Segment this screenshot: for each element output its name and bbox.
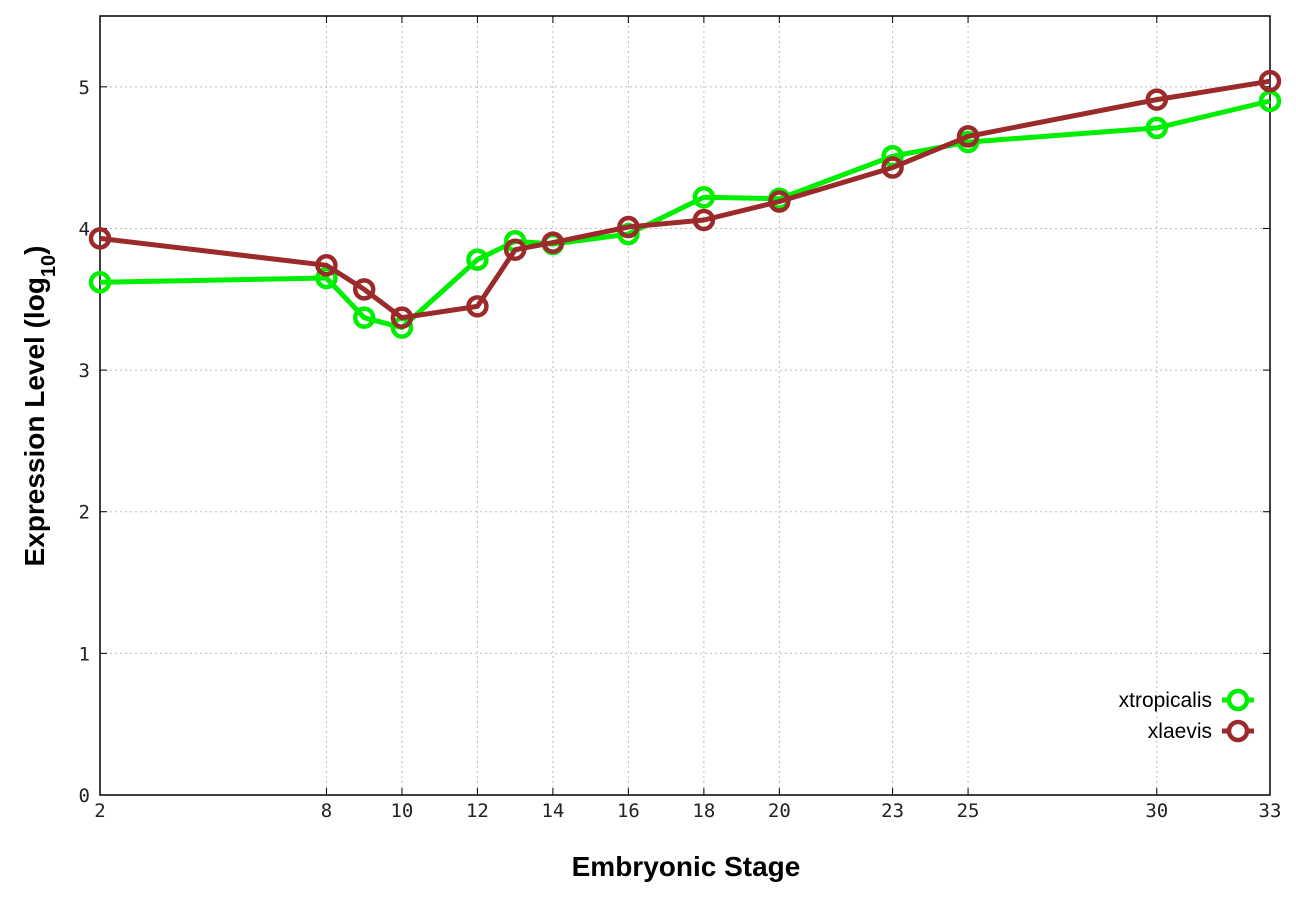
data-point-xlaevis <box>503 238 527 261</box>
data-point-xlaevis <box>1258 69 1282 93</box>
x-tick-label: 10 <box>390 800 413 822</box>
data-point-xtropicalis <box>1145 116 1169 140</box>
data-point-xlaevis <box>956 125 980 148</box>
grid <box>100 16 1270 795</box>
x-tick-label: 2 <box>94 800 105 822</box>
data-point-xlaevis <box>541 231 565 254</box>
legend-label-xtropicalis: xtropicalis <box>1119 689 1212 712</box>
data-point-xtropicalis <box>315 266 338 290</box>
plot-frame <box>99 15 1271 796</box>
y-axis-title-subscript: 10 <box>38 255 60 277</box>
x-tick-label: 18 <box>692 800 715 822</box>
y-tick-label: 1 <box>79 643 90 665</box>
data-point-xlaevis <box>315 254 338 277</box>
x-tick-label: 16 <box>617 800 640 822</box>
data-point-xlaevis <box>352 278 376 301</box>
x-tick-label: 8 <box>321 800 332 822</box>
series-line-xlaevis <box>99 78 1271 321</box>
x-tick-label: 33 <box>1259 800 1282 822</box>
x-tick-label: 30 <box>1145 800 1168 822</box>
data-point-xlaevis <box>692 208 716 232</box>
y-tick-label: 2 <box>79 502 90 524</box>
data-point-xtropicalis <box>88 271 112 294</box>
y-tick-label: 4 <box>79 218 90 240</box>
x-tick-label: 20 <box>768 800 791 822</box>
data-point-xlaevis <box>390 306 414 329</box>
x-tick-label: 25 <box>957 800 980 822</box>
data-point-xtropicalis <box>692 186 716 209</box>
y-tick-label: 0 <box>79 785 90 807</box>
series-line-xtropicalis <box>99 98 1271 331</box>
data-point-xlaevis <box>617 215 640 239</box>
x-axis-title: Embryonic Stage <box>572 851 801 882</box>
x-tick-label: 14 <box>541 800 564 822</box>
data-point-xlaevis <box>768 190 791 213</box>
legend: xtropicalis xlaevis <box>1119 688 1254 743</box>
data-point-xlaevis <box>1145 88 1169 111</box>
data-point-xlaevis <box>881 156 904 179</box>
data-point-xtropicalis <box>352 306 376 329</box>
y-axis-title-close: ) <box>19 246 50 255</box>
y-axis-title: Expression Level (log10) <box>19 246 60 567</box>
data-point-xlaevis <box>466 295 489 318</box>
legend-swatch-marker-xtropicalis <box>1226 688 1250 712</box>
x-tick-label: 23 <box>881 800 904 822</box>
y-axis-title-main: Expression Level (log <box>19 277 50 566</box>
x-tick-label: 12 <box>466 800 489 822</box>
data-point-xlaevis <box>88 227 112 250</box>
y-tick-label: 5 <box>79 77 90 99</box>
legend-swatch-marker-xlaevis <box>1226 719 1250 743</box>
y-tick-label: 3 <box>79 360 90 382</box>
series-lines <box>88 69 1282 339</box>
legend-label-xlaevis: xlaevis <box>1148 720 1212 743</box>
data-point-xtropicalis <box>466 248 489 271</box>
